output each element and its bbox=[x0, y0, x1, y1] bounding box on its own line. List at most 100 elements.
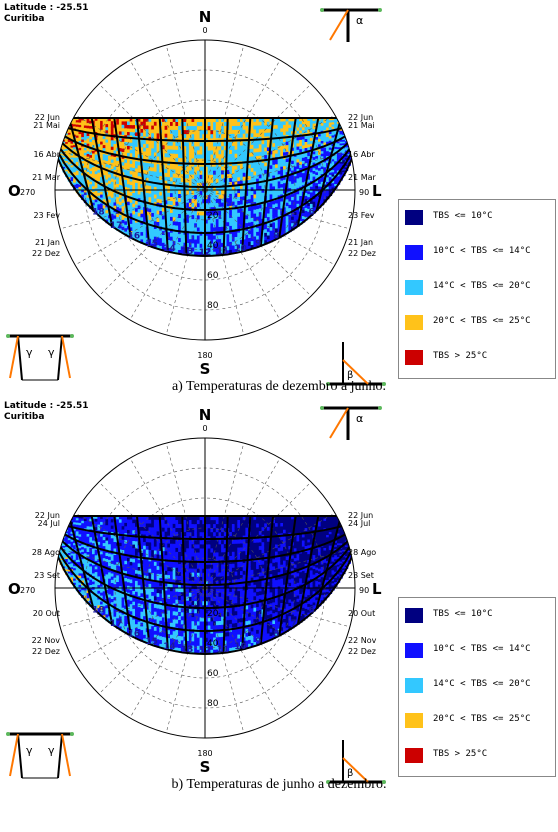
temperature-cell bbox=[275, 139, 279, 144]
temperature-cell bbox=[269, 183, 273, 188]
temperature-cell bbox=[129, 551, 133, 556]
temperature-cell bbox=[94, 185, 98, 189]
temperature-cell bbox=[194, 203, 198, 208]
temperature-cell bbox=[234, 149, 238, 155]
temperature-cell bbox=[194, 142, 198, 147]
temperature-cell bbox=[108, 199, 112, 204]
temperature-cell bbox=[309, 138, 314, 142]
temperature-cell bbox=[191, 219, 195, 224]
temperature-cell bbox=[113, 548, 117, 553]
azimuth-line bbox=[204, 189, 336, 266]
temperature-cell bbox=[86, 141, 90, 145]
temperature-cell bbox=[199, 223, 203, 229]
temperature-cell bbox=[153, 244, 158, 249]
temperature-cell bbox=[213, 247, 217, 253]
temperature-cell bbox=[116, 519, 120, 524]
temperature-cell bbox=[116, 558, 120, 563]
temperature-cell bbox=[196, 142, 201, 147]
temperature-cell bbox=[178, 202, 182, 207]
legend-label: TBS > 25°C bbox=[433, 351, 488, 361]
temperature-cell bbox=[207, 118, 211, 123]
temperature-cell bbox=[248, 207, 252, 212]
temperature-cell bbox=[105, 121, 109, 125]
temperature-cell bbox=[118, 623, 123, 628]
temperature-cell bbox=[264, 173, 268, 178]
temperature-cell bbox=[70, 177, 74, 180]
temperature-cell bbox=[275, 182, 279, 187]
temperature-cell bbox=[170, 118, 174, 123]
temperature-cell bbox=[59, 520, 63, 523]
temperature-cell bbox=[170, 153, 174, 159]
temperature-cell bbox=[194, 247, 198, 253]
temperature-cell bbox=[331, 187, 335, 191]
temperature-cell bbox=[307, 194, 311, 198]
temperature-cell bbox=[250, 152, 254, 157]
temperature-cell bbox=[108, 522, 112, 526]
temperature-cell bbox=[116, 217, 120, 221]
temperature-cell bbox=[191, 227, 195, 232]
temperature-cell bbox=[258, 227, 263, 232]
temperature-cell bbox=[161, 223, 166, 228]
temperature-cell bbox=[156, 191, 160, 196]
temperature-cell bbox=[62, 557, 66, 560]
temperature-cell bbox=[299, 189, 303, 194]
temperature-cell bbox=[70, 551, 74, 555]
temperature-cell bbox=[245, 149, 249, 154]
temperature-cell bbox=[253, 179, 257, 184]
temperature-cell bbox=[221, 142, 225, 147]
temperature-cell bbox=[258, 144, 263, 149]
temperature-cell bbox=[237, 149, 241, 155]
temperature-cell bbox=[237, 248, 241, 253]
temperature-cell bbox=[110, 618, 115, 622]
temperature-cell bbox=[105, 562, 109, 566]
temperature-cell bbox=[285, 145, 289, 150]
temperature-cell bbox=[78, 529, 82, 533]
temperature-cell bbox=[194, 130, 198, 135]
temperature-cell bbox=[81, 561, 85, 565]
temperature-cell bbox=[159, 211, 163, 216]
temperature-cell bbox=[140, 129, 144, 134]
temperature-cell bbox=[269, 168, 273, 174]
temperature-cell bbox=[70, 549, 74, 553]
temperature-cell bbox=[342, 172, 346, 175]
temperature-cell bbox=[175, 201, 179, 207]
temperature-cell bbox=[312, 129, 316, 133]
temperature-cell bbox=[118, 201, 123, 206]
temperature-cell bbox=[264, 162, 268, 167]
temperature-cell bbox=[183, 250, 187, 256]
temperature-cell bbox=[326, 151, 330, 155]
temperature-cell bbox=[301, 142, 306, 147]
temperature-cell bbox=[210, 247, 214, 253]
temperature-cell bbox=[326, 153, 330, 157]
temperature-cell bbox=[323, 147, 327, 151]
temperature-cell bbox=[178, 130, 182, 135]
temperature-cell bbox=[210, 219, 214, 225]
temperature-cell bbox=[234, 185, 238, 191]
temperature-cell bbox=[258, 185, 263, 191]
temperature-cell bbox=[269, 165, 273, 170]
temperature-cell bbox=[291, 157, 295, 162]
temperature-cell bbox=[159, 214, 163, 220]
temperature-cell bbox=[137, 169, 141, 174]
temperature-cell bbox=[221, 234, 225, 240]
temperature-cell bbox=[175, 209, 179, 215]
temperature-cell bbox=[135, 602, 139, 607]
temperature-cell bbox=[215, 186, 220, 192]
temperature-cell bbox=[207, 211, 211, 216]
temperature-cell bbox=[207, 174, 211, 180]
temperature-cell bbox=[73, 580, 77, 584]
temperature-cell bbox=[315, 185, 319, 190]
temperature-cell bbox=[92, 191, 96, 196]
temperature-cell bbox=[288, 224, 292, 229]
temperature-cell bbox=[73, 516, 77, 519]
temperature-cell bbox=[67, 118, 72, 121]
temperature-cell bbox=[137, 632, 141, 637]
temperature-cell bbox=[67, 558, 72, 562]
temperature-cell bbox=[264, 225, 268, 230]
temperature-cell bbox=[283, 162, 287, 167]
hour-label: 8 bbox=[273, 231, 279, 241]
temperature-cell bbox=[135, 544, 139, 550]
temperature-cell bbox=[129, 181, 133, 186]
temperature-cell bbox=[108, 594, 112, 599]
temperature-cell bbox=[78, 170, 82, 174]
